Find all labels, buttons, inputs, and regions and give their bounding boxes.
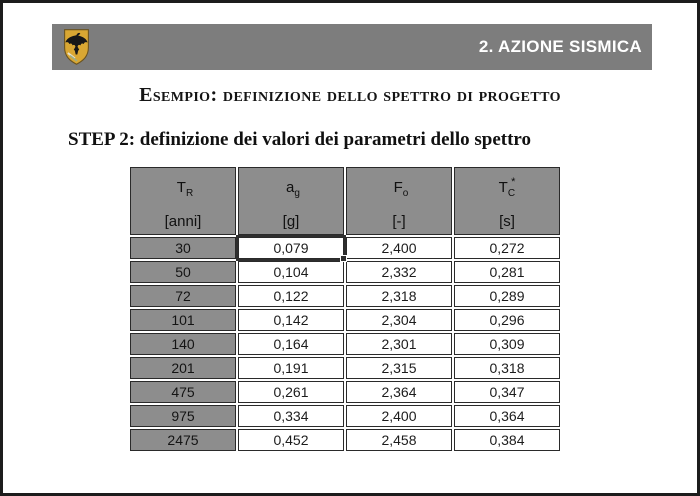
- table-row: 975 0,334 2,400 0,364: [130, 405, 560, 427]
- table-header-row: TR [anni] ag [g] Fo [-] TC* [s]: [130, 167, 560, 235]
- table-cell: 2,315: [346, 357, 452, 379]
- table-cell: 2,364: [346, 381, 452, 403]
- table-cell: 0,318: [454, 357, 560, 379]
- row-header-cell: 975: [130, 405, 236, 427]
- column-header-ag: ag [g]: [238, 167, 344, 235]
- slide-title: Esempio: definizione dello spettro di pr…: [139, 84, 561, 106]
- row-header-cell: 475: [130, 381, 236, 403]
- spectrum-parameters-table: TR [anni] ag [g] Fo [-] TC* [s] 30: [128, 165, 562, 453]
- table-cell: 0,142: [238, 309, 344, 331]
- eagle-shield-logo: [64, 29, 89, 65]
- table-cell: 0,104: [238, 261, 344, 283]
- row-header-cell: 50: [130, 261, 236, 283]
- row-header-cell: 101: [130, 309, 236, 331]
- table-row: 50 0,104 2,332 0,281: [130, 261, 560, 283]
- row-header-cell: 72: [130, 285, 236, 307]
- table-cell: 0,296: [454, 309, 560, 331]
- table-cell: 0,384: [454, 429, 560, 451]
- section-title: 2. AZIONE SISMICA: [478, 37, 642, 56]
- row-header-cell: 201: [130, 357, 236, 379]
- table-row: 30 0,079 2,400 0,272: [130, 237, 560, 262]
- row-header-cell: 140: [130, 333, 236, 355]
- column-unit: [g]: [282, 213, 300, 230]
- table-cell: 0,309: [454, 333, 560, 355]
- row-header-cell: 2475: [130, 429, 236, 451]
- table-row: 101 0,142 2,304 0,296: [130, 309, 560, 331]
- table-row: 475 0,261 2,364 0,347: [130, 381, 560, 403]
- table-cell: 2,400: [346, 237, 452, 259]
- table-row: 201 0,191 2,315 0,318: [130, 357, 560, 379]
- table-cell: 2,458: [346, 429, 452, 451]
- table-cell: 0,452: [238, 429, 344, 451]
- table-cell: 2,301: [346, 333, 452, 355]
- table-cell: 0,122: [238, 285, 344, 307]
- step-subtitle: STEP 2: definizione dei valori dei param…: [68, 129, 532, 150]
- column-header-tr: TR [anni]: [130, 167, 236, 235]
- table-cell: 0,334: [238, 405, 344, 427]
- table-cell: 0,289: [454, 285, 560, 307]
- table-cell: 0,272: [454, 237, 560, 259]
- table-cell: 2,318: [346, 285, 452, 307]
- header-bar: 2. AZIONE SISMICA: [52, 24, 652, 70]
- column-symbol: TC*: [498, 176, 516, 199]
- column-symbol: Fo: [393, 179, 409, 199]
- selected-cell: 0,079: [238, 237, 347, 262]
- table-cell: 0,364: [454, 405, 560, 427]
- column-unit: [anni]: [164, 213, 202, 230]
- column-symbol: ag: [286, 179, 300, 199]
- table-row: 2475 0,452 2,458 0,384: [130, 429, 560, 451]
- table-cell: 2,332: [346, 261, 452, 283]
- table-cell: 2,304: [346, 309, 452, 331]
- row-header-cell: 30: [130, 237, 236, 259]
- column-unit: [s]: [499, 213, 515, 230]
- table-cell: 0,347: [454, 381, 560, 403]
- column-header-tc: TC* [s]: [454, 167, 560, 235]
- table-cell: 0,191: [238, 357, 344, 379]
- column-unit: [-]: [392, 213, 406, 230]
- table-cell: 2,400: [346, 405, 452, 427]
- table-cell: 0,281: [454, 261, 560, 283]
- column-header-fo: Fo [-]: [346, 167, 452, 235]
- table-cell: 0,164: [238, 333, 344, 355]
- table-cell: 0,261: [238, 381, 344, 403]
- table-row: 72 0,122 2,318 0,289: [130, 285, 560, 307]
- column-symbol: TR: [176, 179, 194, 199]
- table-row: 140 0,164 2,301 0,309: [130, 333, 560, 355]
